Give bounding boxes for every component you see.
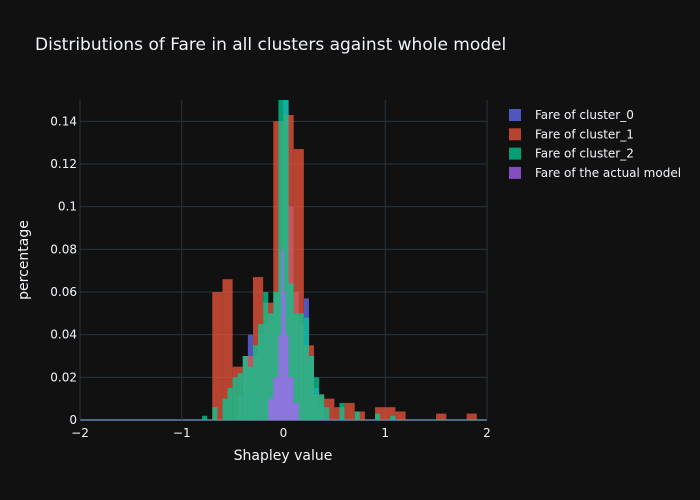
- legend-label: Fare of cluster_0: [535, 108, 634, 122]
- histogram-bar: [273, 292, 279, 420]
- y-tick-label: 0: [69, 413, 77, 427]
- x-axis-title: Shapley value: [234, 448, 333, 464]
- histogram-bar: [283, 100, 289, 420]
- legend[interactable]: Fare of cluster_0 Fare of cluster_1 Fare o…: [509, 108, 681, 180]
- histogram-bar: [285, 334, 289, 420]
- y-tick-label: 0.14: [50, 114, 77, 128]
- histogram-bar: [232, 377, 238, 420]
- histogram-bar: [263, 292, 269, 420]
- x-tick-label: −1: [173, 426, 191, 440]
- legend-item[interactable]: Fare of cluster_1: [509, 127, 634, 141]
- histogram-bar: [258, 324, 264, 420]
- x-tick-label: 2: [483, 426, 491, 440]
- histogram-bar: [237, 373, 243, 420]
- histogram-bar: [293, 313, 299, 420]
- legend-swatch: [509, 166, 521, 179]
- x-tick-label: 1: [381, 426, 389, 440]
- histogram-bar: [375, 413, 381, 420]
- histogram-bar: [308, 356, 315, 420]
- series-2: [202, 100, 396, 420]
- histogram-bar: [293, 149, 304, 421]
- legend-item[interactable]: Fare of cluster_2: [509, 147, 634, 161]
- legend-swatch: [509, 109, 521, 121]
- legend-label: Fare of cluster_2: [535, 147, 634, 161]
- histogram-bar: [281, 249, 284, 420]
- histogram-bar: [314, 377, 320, 420]
- y-tick-label: 0.1: [58, 200, 77, 214]
- bars: [202, 100, 477, 421]
- y-tick-label: 0.06: [50, 285, 77, 299]
- chart-title: Distributions of Fare in all clusters ag…: [35, 35, 506, 55]
- histogram-bar: [339, 402, 345, 420]
- y-axis-title: percentage: [16, 220, 32, 300]
- axis-ticks: 0 0.02 0.04 0.06 0.08 0.1 0.12 0.14 −2 −1 0 1 2: [50, 114, 491, 440]
- legend-swatch: [509, 147, 521, 160]
- histogram-bar: [268, 398, 274, 420]
- histogram-bar: [466, 413, 477, 420]
- histogram-bar: [222, 398, 228, 420]
- series-3: [268, 249, 299, 420]
- histogram-bar: [242, 356, 248, 420]
- legend-item[interactable]: Fare of cluster_0: [509, 108, 634, 122]
- histogram-bar: [212, 407, 218, 420]
- legend-label: Fare of cluster_1: [535, 127, 634, 141]
- y-tick-label: 0.12: [50, 157, 77, 171]
- y-tick-label: 0.04: [50, 328, 77, 342]
- histogram-bar: [268, 313, 274, 420]
- histogram-bar: [344, 402, 355, 420]
- histogram-bar: [436, 413, 447, 420]
- histogram-bar: [288, 377, 294, 420]
- y-tick-label: 0.02: [50, 370, 77, 384]
- histogram-bar: [283, 292, 286, 420]
- legend-swatch: [509, 128, 521, 141]
- legend-label: Fare of the actual model: [535, 166, 681, 180]
- x-tick-label: −2: [71, 426, 89, 440]
- histogram-bar: [390, 415, 396, 420]
- histogram-bar: [202, 415, 208, 420]
- legend-item[interactable]: Fare of the actual model: [509, 166, 681, 180]
- y-tick-label: 0.08: [50, 242, 77, 256]
- x-tick-label: 0: [280, 426, 288, 440]
- histogram-bar: [273, 377, 279, 420]
- histogram-bar: [298, 313, 304, 420]
- histogram-bar: [324, 407, 330, 420]
- histogram-bar: [288, 283, 294, 420]
- histogram-bar: [395, 411, 406, 420]
- histogram-bar: [227, 388, 233, 420]
- histogram-bar: [278, 334, 282, 420]
- histogram-bar: [303, 317, 309, 420]
- histogram-bar: [247, 366, 253, 420]
- histogram-bar: [222, 279, 233, 420]
- histogram-bar: [354, 411, 360, 420]
- histogram-bar: [278, 100, 284, 420]
- histogram-bar: [252, 345, 259, 420]
- histogram-bar: [319, 394, 325, 420]
- histogram-bar: [293, 402, 299, 420]
- histogram-bar: [212, 292, 223, 420]
